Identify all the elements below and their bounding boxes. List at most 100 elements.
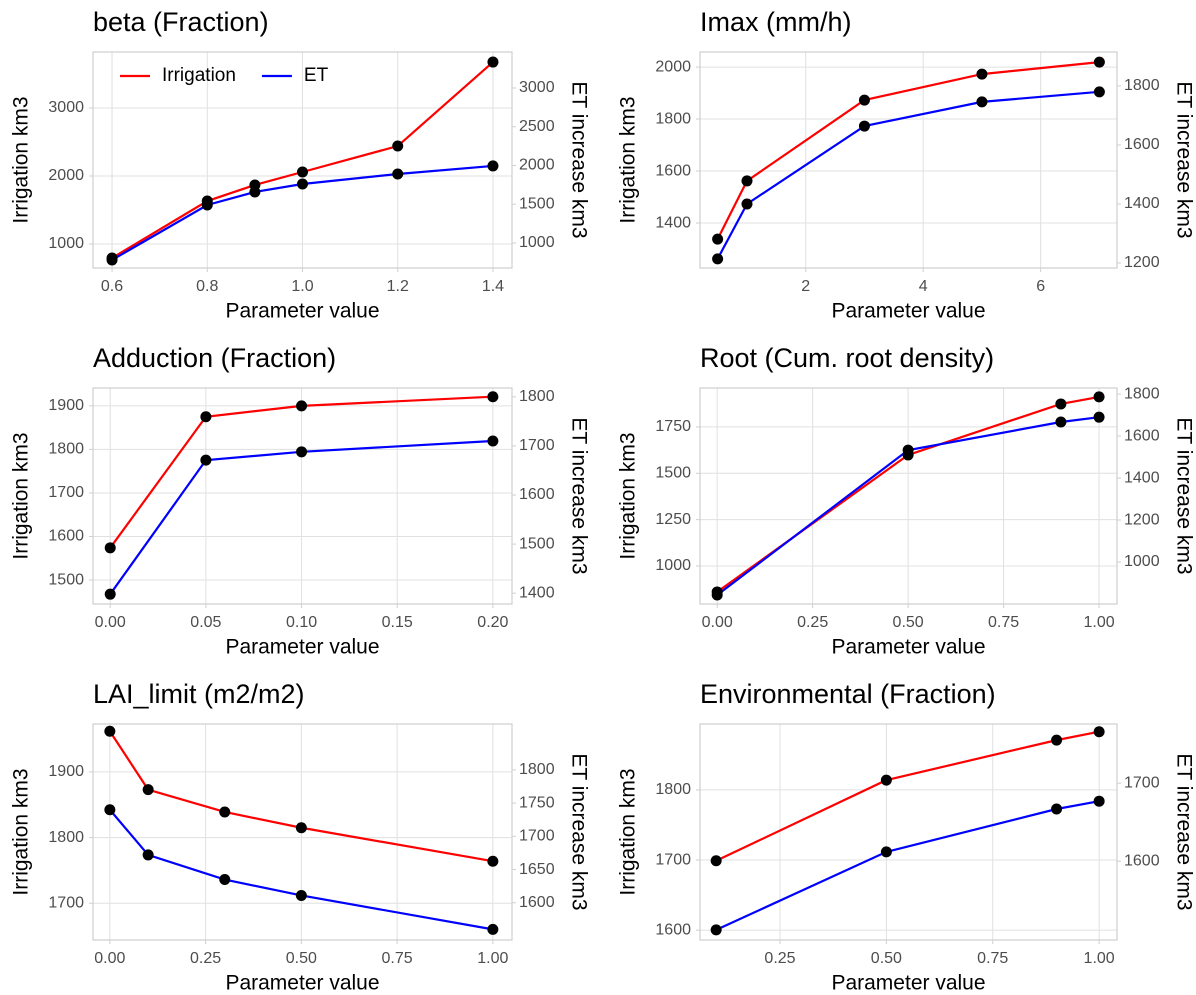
data-point <box>858 94 870 106</box>
y2-tick-label: 2000 <box>519 157 555 174</box>
y2-tick-label: 1600 <box>1124 427 1160 444</box>
data-point <box>219 806 231 818</box>
data-point <box>296 400 308 412</box>
data-point <box>295 889 307 901</box>
data-point <box>1055 416 1067 428</box>
y2-tick-label: 1700 <box>519 437 555 454</box>
y2-tick-label: 1500 <box>519 535 555 552</box>
x-tick-label: 0.50 <box>286 950 317 967</box>
x-tick-label: 0.00 <box>94 950 125 967</box>
y-tick-label: 1000 <box>655 557 691 574</box>
y-tick-label: 1900 <box>48 397 84 414</box>
x-tick-label: 0.05 <box>190 614 221 631</box>
y2-tick-label: 1800 <box>519 761 555 778</box>
data-point <box>976 68 988 80</box>
y2-axis-title: ET increase km3 <box>567 417 590 574</box>
chart-title: Adduction (Fraction) <box>93 343 336 373</box>
x-tick-label: 1.00 <box>1083 614 1114 631</box>
data-point <box>1051 803 1063 815</box>
y-tick-label: 1600 <box>655 162 691 179</box>
y-tick-label: 1800 <box>655 110 691 127</box>
data-point <box>104 542 116 554</box>
chart-title: LAI_limit (m2/m2) <box>93 679 305 709</box>
y2-tick-label: 1000 <box>519 234 555 251</box>
x-axis-title: Parameter value <box>831 636 985 659</box>
x-tick-label: 0.00 <box>95 614 126 631</box>
data-point <box>1093 795 1105 807</box>
data-point <box>1093 391 1105 403</box>
series-line <box>109 395 493 549</box>
y-tick-label: 1800 <box>655 781 691 798</box>
y-tick-label: 1600 <box>48 528 84 545</box>
data-point <box>104 804 116 816</box>
y2-axis-title: ET increase km3 <box>1172 417 1195 574</box>
data-point <box>392 140 404 152</box>
panel-border <box>699 51 1118 269</box>
y2-tick-label: 1600 <box>1124 852 1160 869</box>
x-tick-label: 2 <box>801 278 810 295</box>
series-line <box>111 164 494 261</box>
data-point <box>1055 398 1067 410</box>
data-point <box>1093 726 1105 738</box>
y2-axis-title: ET increase km3 <box>567 81 590 238</box>
series-line <box>109 439 493 595</box>
y-tick-label: 3000 <box>48 99 84 116</box>
y-tick-label: 1800 <box>48 829 84 846</box>
x-axis-title: Parameter value <box>225 972 379 995</box>
y-tick-label: 1400 <box>655 214 691 231</box>
data-point <box>296 446 308 458</box>
y2-tick-label: 1000 <box>1124 553 1160 570</box>
y2-tick-label: 1400 <box>1124 195 1160 212</box>
data-point <box>1093 56 1105 68</box>
data-point <box>880 846 892 858</box>
data-point <box>487 855 499 867</box>
data-point <box>200 454 212 466</box>
data-point <box>487 923 499 935</box>
data-point <box>392 168 404 180</box>
y2-axis-title: ET increase km3 <box>1172 81 1195 238</box>
data-point <box>976 96 988 108</box>
x-axis-title: Parameter value <box>225 636 379 659</box>
data-point <box>487 435 499 447</box>
chart-title: Imax (mm/h) <box>700 7 852 37</box>
data-point <box>249 186 261 198</box>
data-point <box>858 120 870 132</box>
data-point <box>711 589 723 601</box>
y2-tick-label: 1200 <box>1124 254 1160 271</box>
chart-title: Environmental (Fraction) <box>700 679 996 709</box>
data-point <box>487 391 499 403</box>
y-tick-label: 1800 <box>48 441 84 458</box>
x-tick-label: 0.15 <box>382 614 413 631</box>
data-point <box>712 253 724 265</box>
y-axis-title: Irrigation km3 <box>10 432 33 559</box>
data-point <box>106 254 118 266</box>
x-tick-label: 0.25 <box>797 614 828 631</box>
y2-tick-label: 3000 <box>519 79 555 96</box>
y-axis-title: Irrigation km3 <box>10 768 33 895</box>
data-point <box>487 56 499 68</box>
data-point <box>902 444 914 456</box>
y2-tick-label: 1400 <box>519 584 555 601</box>
y2-axis-title: ET increase km3 <box>1172 753 1195 910</box>
y2-tick-label: 1600 <box>519 894 555 911</box>
y2-tick-label: 1200 <box>1124 511 1160 528</box>
y-tick-label: 1700 <box>48 894 84 911</box>
y-tick-label: 1600 <box>655 921 691 938</box>
data-point <box>200 411 212 423</box>
panel-border <box>699 723 1118 941</box>
y-tick-label: 1900 <box>48 763 84 780</box>
y2-tick-label: 1400 <box>1124 469 1160 486</box>
data-point <box>487 160 499 172</box>
data-point <box>297 178 308 190</box>
data-point <box>295 822 307 834</box>
x-tick-label: 0.75 <box>988 614 1019 631</box>
x-tick-label: 0.75 <box>977 950 1008 967</box>
y-tick-label: 1000 <box>48 235 84 252</box>
panel-border <box>92 723 513 941</box>
data-point <box>104 588 116 600</box>
data-point <box>1093 86 1105 98</box>
data-point <box>297 166 308 178</box>
data-point <box>712 233 724 245</box>
data-point <box>104 725 116 737</box>
y-tick-label: 1700 <box>655 851 691 868</box>
